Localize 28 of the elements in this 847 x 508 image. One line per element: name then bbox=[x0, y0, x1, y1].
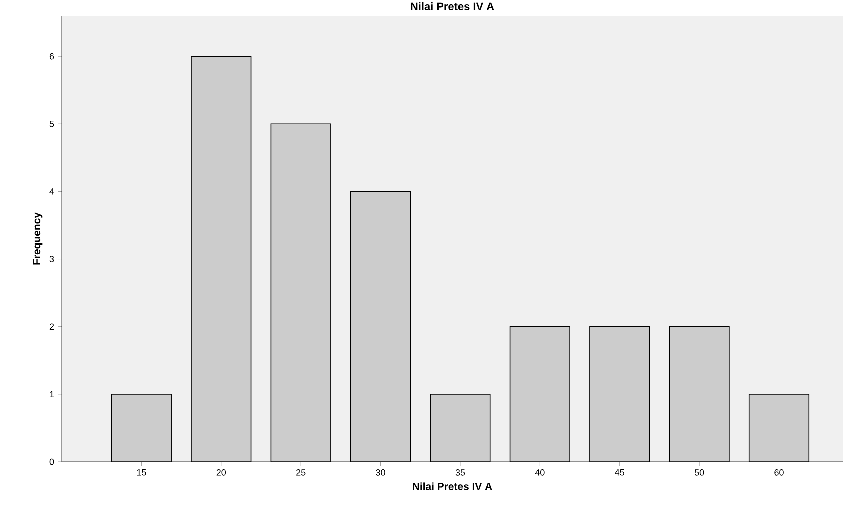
bar bbox=[350, 191, 412, 462]
bar bbox=[111, 394, 172, 462]
bar bbox=[191, 56, 252, 462]
bar bbox=[510, 326, 570, 462]
x-tick-label: 25 bbox=[296, 470, 306, 476]
bar bbox=[669, 326, 730, 462]
x-tick-label: 30 bbox=[376, 470, 386, 476]
x-tick-label: 20 bbox=[216, 470, 226, 476]
y-tick-label: 5 bbox=[50, 120, 54, 128]
bar bbox=[430, 394, 491, 462]
x-tick-label: 50 bbox=[694, 470, 704, 476]
y-tick-label: 2 bbox=[50, 324, 54, 330]
y-tick-label: 1 bbox=[50, 391, 54, 398]
bar bbox=[270, 124, 332, 462]
bar bbox=[748, 394, 810, 462]
y-tick-label: 0 bbox=[50, 458, 54, 466]
x-axis-title: Nilai Pretes IV A bbox=[413, 482, 492, 490]
x-tick-label: 35 bbox=[456, 470, 466, 476]
x-tick-label: 40 bbox=[535, 470, 545, 476]
x-tick-label: 60 bbox=[774, 470, 784, 476]
x-tick-label: 45 bbox=[615, 470, 624, 476]
x-tick-label: 15 bbox=[137, 470, 146, 476]
y-tick-label: 4 bbox=[50, 188, 54, 195]
y-tick-label: 6 bbox=[50, 53, 54, 60]
y-tick-label: 3 bbox=[50, 256, 54, 262]
y-axis-title: Frequency bbox=[33, 212, 43, 265]
chart-title: Nilai Pretes IV A bbox=[411, 2, 494, 11]
bar bbox=[590, 326, 650, 462]
